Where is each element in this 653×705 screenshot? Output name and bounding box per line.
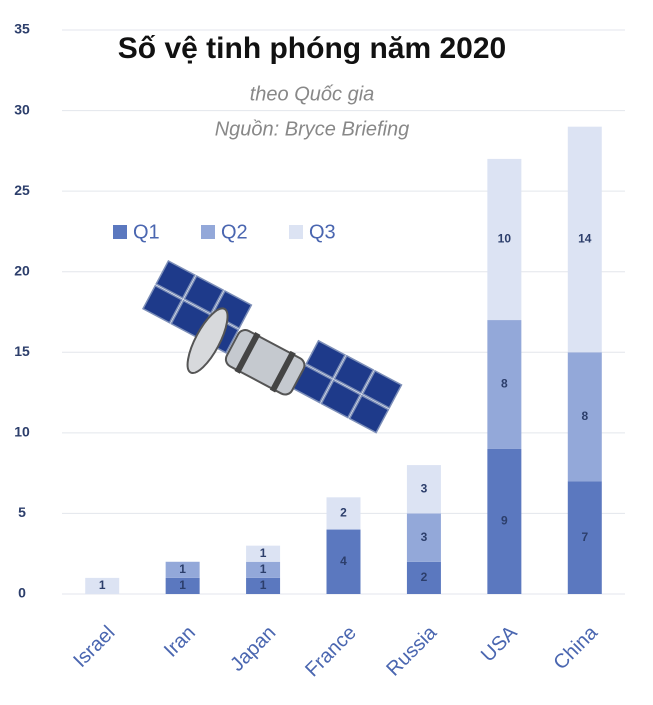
chart-title: Số vệ tinh phóng năm 2020 [118, 32, 506, 65]
chart-subtitle: theo Quốc gia [250, 83, 375, 105]
value-label: 2 [421, 570, 428, 584]
x-tick-label: France [301, 622, 361, 682]
value-label: 3 [421, 481, 428, 495]
value-label: 1 [260, 578, 267, 592]
y-tick-label: 10 [14, 424, 30, 440]
satellite-illustration [142, 259, 403, 434]
bar-segment [165, 577, 200, 594]
bar-segment [246, 561, 281, 578]
bar-segment [406, 513, 441, 562]
bar-segment [567, 481, 602, 594]
y-tick-label: 0 [18, 585, 26, 601]
y-tick-label: 30 [14, 101, 30, 117]
chart-source: Nguồn: Bryce Briefing [215, 118, 410, 140]
bar-segment [85, 577, 120, 594]
bar-segment [246, 577, 281, 594]
bar-segment [326, 529, 361, 594]
x-tick-label: Israel [69, 622, 119, 672]
bar-segment [406, 561, 441, 594]
y-tick-label: 25 [14, 182, 30, 198]
y-tick-label: 35 [14, 21, 30, 37]
x-tick-label: USA [477, 621, 522, 666]
value-label: 8 [581, 409, 588, 423]
value-label: 1 [260, 562, 267, 576]
value-label: 8 [501, 377, 508, 391]
legend-label: Q2 [221, 221, 248, 243]
value-label: 1 [179, 562, 186, 576]
bar-segment [246, 545, 281, 562]
value-label: 14 [578, 232, 592, 246]
value-label: 2 [340, 506, 347, 520]
value-label: 1 [99, 578, 106, 592]
value-label: 1 [260, 546, 267, 560]
bar-segment [487, 448, 522, 594]
legend-label: Q3 [309, 221, 336, 243]
value-label: 1 [179, 578, 186, 592]
legend-swatch [113, 225, 127, 239]
bar-segment [406, 465, 441, 514]
value-label: 3 [421, 530, 428, 544]
legend-swatch [289, 225, 303, 239]
value-label: 10 [498, 232, 512, 246]
legend-swatch [201, 225, 215, 239]
legend-label: Q1 [133, 221, 160, 243]
bar-segment [567, 352, 602, 482]
y-tick-label: 5 [18, 504, 26, 520]
value-label: 7 [581, 530, 588, 544]
y-tick-label: 20 [14, 262, 30, 278]
y-tick-label: 15 [14, 343, 30, 359]
bar-segment [165, 561, 200, 578]
bar-segment [567, 126, 602, 353]
legend: Q1 Q2 Q3 [113, 221, 336, 243]
x-tick-label: Russia [382, 621, 441, 680]
value-label: 4 [340, 554, 347, 568]
bar-segment [487, 320, 522, 449]
value-label: 9 [501, 514, 508, 528]
x-tick-label: Iran [160, 622, 200, 662]
x-tick-label: China [550, 621, 603, 674]
bar-segment [487, 158, 522, 321]
bar-segment [326, 497, 361, 530]
x-tick-label: Japan [226, 622, 280, 676]
